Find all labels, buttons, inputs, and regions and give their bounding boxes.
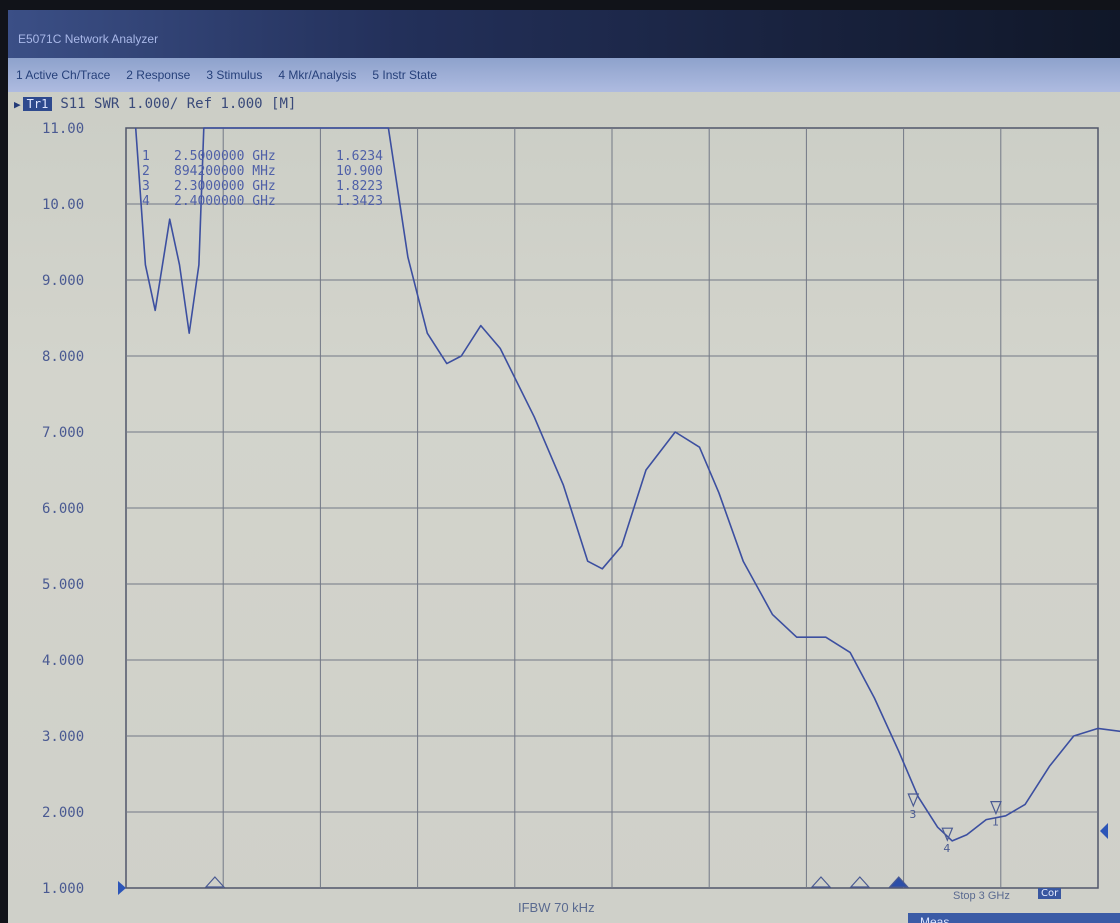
marker-id: 3 — [142, 179, 150, 194]
y-tick-label: 5.000 — [42, 577, 84, 593]
trace-header-text: S11 SWR 1.000/ Ref 1.000 [M] — [60, 96, 297, 112]
stop-frequency-label[interactable]: Stop 3 GHz — [953, 890, 1010, 902]
y-tick-label: 2.000 — [42, 805, 84, 821]
menu-mkr-analysis[interactable]: 4 Mkr/Analysis — [278, 68, 357, 82]
status-text: Meas — [920, 915, 950, 923]
marker-stimulus: 2.3000000 GHz — [174, 179, 276, 194]
y-tick-label: 9.000 — [42, 273, 84, 289]
app-title: E5071C Network Analyzer — [18, 32, 159, 46]
marker-number-label: 1 — [992, 816, 999, 829]
menu-active-ch-trace[interactable]: 1 Active Ch/Trace — [16, 68, 111, 82]
y-tick-label: 11.00 — [42, 121, 84, 137]
y-tick-label: 10.00 — [42, 197, 84, 213]
marker-triangle-icon[interactable] — [907, 793, 920, 808]
reference-level-arrow-icon[interactable] — [118, 881, 126, 895]
swr-chart: 11.00 10.00 9.000 8.000 7.000 6.000 5.000 4.000… — [42, 121, 1120, 897]
active-trace-arrow-icon: ▶ — [14, 97, 21, 111]
marker-stimulus: 2.5000000 GHz — [174, 149, 276, 164]
marker-number-label: 3 — [909, 808, 916, 821]
y-tick-label: 4.000 — [42, 653, 84, 669]
marker-id: 4 — [142, 194, 150, 209]
marker-value: 1.3423 — [336, 194, 383, 209]
menu-stimulus[interactable]: 3 Stimulus — [206, 68, 263, 82]
marker-id: 1 — [142, 149, 150, 164]
marker-number-label: 4 — [943, 842, 950, 855]
trace-layer — [134, 127, 1120, 842]
analyzer-screen: E5071C Network Analyzer 1 Active Ch/Trac… — [8, 10, 1120, 923]
marker-table: 1 2.5000000 GHz 1.6234 2 894200000 MHz 10.900… — [142, 149, 383, 209]
right-scale-arrow-icon — [1100, 823, 1108, 839]
correction-badge: Cor — [1038, 888, 1062, 899]
marker-id: 2 — [142, 164, 150, 179]
marker-stimulus: 894200000 MHz — [174, 164, 276, 179]
stimulus-marker-icon[interactable] — [849, 876, 871, 888]
y-tick-label: 6.000 — [42, 501, 84, 517]
status-bar — [908, 913, 1120, 923]
y-tick-label: 3.000 — [42, 729, 84, 745]
trace-line — [134, 127, 1120, 842]
marker-value: 1.6234 — [336, 149, 383, 164]
marker-triangle-icon[interactable] — [941, 827, 954, 842]
marker-triangle-icon[interactable] — [990, 800, 1002, 816]
y-tick-label: 8.000 — [42, 349, 84, 365]
stimulus-marker-icon[interactable] — [888, 876, 910, 888]
window-titlebar: E5071C Network Analyzer — [8, 10, 1120, 58]
marker-symbols: 1 3 4 — [204, 793, 1002, 888]
y-tick-label: 7.000 — [42, 425, 84, 441]
ifbw-label: IFBW 70 kHz — [518, 900, 595, 915]
trace-header: ▶ Tr1 S11 SWR 1.000/ Ref 1.000 [M] — [8, 92, 1120, 116]
trace-badge[interactable]: Tr1 — [22, 97, 53, 111]
y-tick-label: 1.000 — [42, 881, 84, 897]
y-tick-labels: 11.00 10.00 9.000 8.000 7.000 6.000 5.000 4.000… — [42, 121, 1108, 897]
chart-grid — [125, 127, 1099, 889]
stimulus-marker-icon[interactable] — [204, 876, 226, 888]
marker-value: 1.8223 — [336, 179, 383, 194]
softkey-menu-bar: 1 Active Ch/Trace 2 Response 3 Stimulus … — [8, 58, 1120, 92]
menu-instr-state[interactable]: 5 Instr State — [372, 68, 438, 82]
marker-value: 10.900 — [336, 164, 383, 179]
stimulus-marker-icon[interactable] — [810, 876, 832, 888]
marker-stimulus: 2.4000000 GHz — [174, 194, 276, 209]
menu-response[interactable]: 2 Response — [126, 68, 191, 82]
